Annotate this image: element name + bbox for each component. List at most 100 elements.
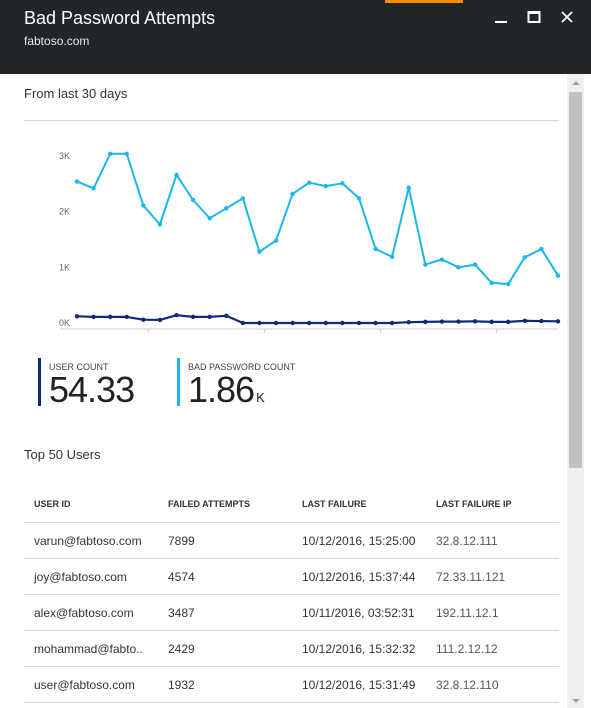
data-point[interactable] [522, 255, 528, 260]
data-point[interactable] [124, 151, 129, 156]
column-header-last-failure[interactable]: LAST FAILURE [302, 486, 436, 523]
data-point[interactable] [373, 320, 378, 326]
data-point[interactable] [439, 319, 445, 324]
window-titlebar: Bad Password Attempts fabtoso.com [0, 0, 591, 74]
data-point[interactable] [141, 203, 146, 208]
user-id-cell: user@fabtoso.com [24, 666, 168, 703]
chart-top-divider [24, 120, 559, 121]
data-point[interactable] [522, 318, 528, 323]
data-point[interactable] [539, 246, 544, 252]
data-point[interactable] [174, 172, 179, 178]
data-point[interactable] [107, 151, 113, 156]
data-point[interactable] [506, 319, 511, 325]
scroll-up-arrow[interactable] [567, 76, 584, 90]
data-point[interactable] [174, 313, 179, 318]
failed-attempts-cell: 1932 [168, 666, 302, 703]
bad-password-count-unit: K [256, 390, 265, 405]
data-point[interactable] [240, 196, 246, 201]
data-point[interactable] [257, 249, 262, 254]
data-point[interactable] [157, 222, 163, 227]
data-point[interactable] [389, 320, 395, 326]
data-point[interactable] [555, 273, 561, 278]
data-point[interactable] [207, 216, 212, 221]
data-point[interactable] [207, 314, 212, 320]
last-failure-ip-cell: 192.11.12.1 [436, 594, 559, 631]
data-point[interactable] [257, 320, 262, 326]
data-point[interactable] [406, 319, 411, 325]
table-row[interactable]: user@fabtoso.com 1932 10/12/2016, 15:31:… [24, 666, 559, 703]
window-title: Bad Password Attempts [24, 8, 216, 28]
data-point[interactable] [356, 320, 362, 326]
minimize-button[interactable] [490, 6, 512, 28]
data-point[interactable] [356, 196, 362, 201]
user-count-value: 54.33 [49, 369, 135, 410]
data-point[interactable] [273, 320, 279, 326]
data-point[interactable] [91, 314, 96, 320]
data-point[interactable] [273, 238, 279, 243]
top-users-title: Top 50 Users [24, 447, 101, 462]
last-failure-cell: 10/12/2016, 15:31:49 [302, 666, 436, 703]
data-point[interactable] [157, 317, 163, 323]
data-point[interactable] [190, 314, 196, 320]
data-point[interactable] [406, 185, 411, 190]
data-point[interactable] [74, 179, 80, 184]
bad-password-line-chart: 0K1K2K3KSep 18Sep 25Oct 2Oct 9 [59, 151, 561, 333]
data-point[interactable] [307, 180, 312, 185]
data-point[interactable] [439, 257, 445, 262]
data-point[interactable] [456, 319, 461, 324]
data-point[interactable] [91, 186, 96, 191]
data-point[interactable] [224, 206, 229, 211]
data-point[interactable] [190, 197, 196, 203]
user-id-cell: joy@fabtoso.com [24, 558, 168, 595]
data-point[interactable] [472, 319, 478, 324]
data-point[interactable] [423, 319, 428, 325]
column-header-user-id[interactable]: USER ID [24, 486, 168, 523]
data-point[interactable] [456, 265, 461, 270]
data-point[interactable] [373, 246, 378, 252]
data-point[interactable] [506, 281, 511, 287]
data-point[interactable] [323, 320, 328, 326]
data-point[interactable] [290, 320, 295, 326]
series-line [76, 152, 559, 285]
series-line [76, 314, 559, 325]
data-point[interactable] [290, 191, 295, 197]
data-point[interactable] [539, 318, 544, 324]
table-row[interactable]: joy@fabtoso.com 4574 10/12/2016, 15:37:4… [24, 558, 559, 595]
data-point[interactable] [489, 280, 494, 286]
failed-attempts-cell: 4574 [168, 558, 302, 595]
data-point[interactable] [224, 313, 229, 318]
scroll-down-arrow[interactable] [567, 694, 584, 708]
data-point[interactable] [74, 314, 80, 319]
period-label: From last 30 days [24, 86, 128, 101]
data-point[interactable] [423, 262, 428, 267]
bad-password-count-metric: BAD PASSWORD COUNT 1.86 K [177, 358, 295, 408]
data-point[interactable] [240, 320, 246, 326]
close-button[interactable] [556, 6, 578, 28]
column-header-failed-attempts[interactable]: FAILED ATTEMPTS [168, 486, 302, 523]
data-point[interactable] [107, 314, 113, 320]
table-row[interactable]: alex@fabtoso.com 3487 10/11/2016, 03:52:… [24, 594, 559, 631]
minimize-icon [495, 21, 507, 23]
last-failure-ip-cell: 32.8.12.111 [436, 522, 559, 559]
data-point[interactable] [472, 262, 478, 267]
y-tick-label: 3K [59, 151, 70, 161]
data-point[interactable] [340, 320, 345, 326]
user-count-metric: USER COUNT 54.33 [38, 358, 136, 408]
accent-bar [385, 0, 463, 3]
data-point[interactable] [307, 320, 312, 326]
data-point[interactable] [340, 181, 345, 186]
data-point[interactable] [141, 317, 146, 322]
data-point[interactable] [489, 319, 494, 325]
data-point[interactable] [389, 254, 395, 259]
data-point[interactable] [323, 183, 328, 189]
data-point[interactable] [555, 319, 561, 324]
table-row[interactable]: varun@fabtoso.com 7899 10/12/2016, 15:25… [24, 522, 559, 559]
maximize-icon [527, 11, 541, 23]
data-point[interactable] [124, 314, 129, 320]
y-tick-label: 2K [59, 207, 70, 217]
scrollbar-thumb[interactable] [569, 92, 582, 468]
maximize-button[interactable] [523, 6, 545, 28]
column-header-last-failure-ip[interactable]: LAST FAILURE IP [436, 486, 559, 523]
table-row[interactable]: mohammad@fabto.. 2429 10/12/2016, 15:32:… [24, 630, 559, 667]
top-users-table: USER ID FAILED ATTEMPTS LAST FAILURE LAS… [24, 486, 559, 703]
